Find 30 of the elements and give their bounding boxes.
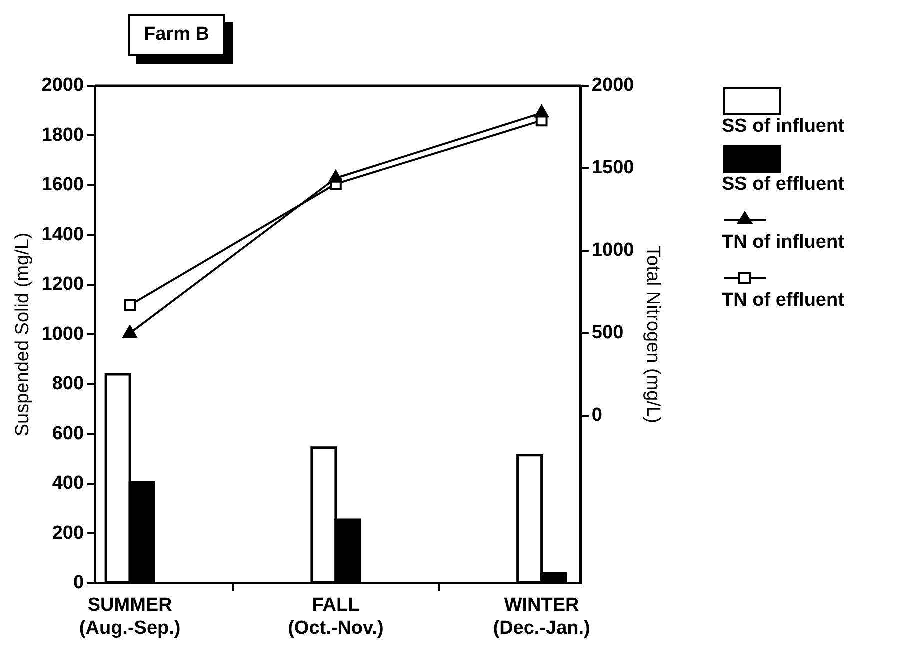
legend-label: SS of influent [722,116,844,138]
point [124,299,136,312]
y-tick-label: 1000 [42,324,84,345]
y-tick-label: 1600 [42,174,84,196]
x-tick-label: WINTER (Dec.-Jan.) [493,595,590,639]
legend-label: TN of effluent [722,290,844,312]
y2-tick-label: 1500 [592,158,634,179]
x-tick-label: SUMMER (Aug.-Sep.) [79,595,181,639]
point [123,325,138,338]
y-tick-label: 1200 [42,274,84,296]
chart-title: Farm B [128,14,226,56]
y-tick-label: 200 [52,522,84,544]
y2-tick-label: 1000 [592,240,634,262]
y2-tick-label: 2000 [592,75,634,96]
x-tick-label: FALL (Oct.-Nov.) [288,595,384,639]
point [328,170,344,183]
y2-tick-label: 0 [592,405,603,426]
y-axis-title: Suspended Solid (mg/L) [12,232,34,437]
y2-axis-title: Total Nitrogen (mg/L) [642,246,664,424]
y-tick-label: 2000 [42,75,84,96]
y-tick-label: 400 [52,473,84,494]
legend-label: SS of effluent [722,174,844,196]
y-tick-label: 0 [73,572,84,594]
y-tick-label: 1400 [42,224,84,246]
y-tick-label: 600 [52,423,84,444]
y-tick-label: 800 [52,374,84,395]
y2-tick-label: 500 [592,322,624,344]
point [534,105,549,118]
y-tick-label: 1800 [42,124,84,146]
legend-label: TN of influent [722,232,844,254]
